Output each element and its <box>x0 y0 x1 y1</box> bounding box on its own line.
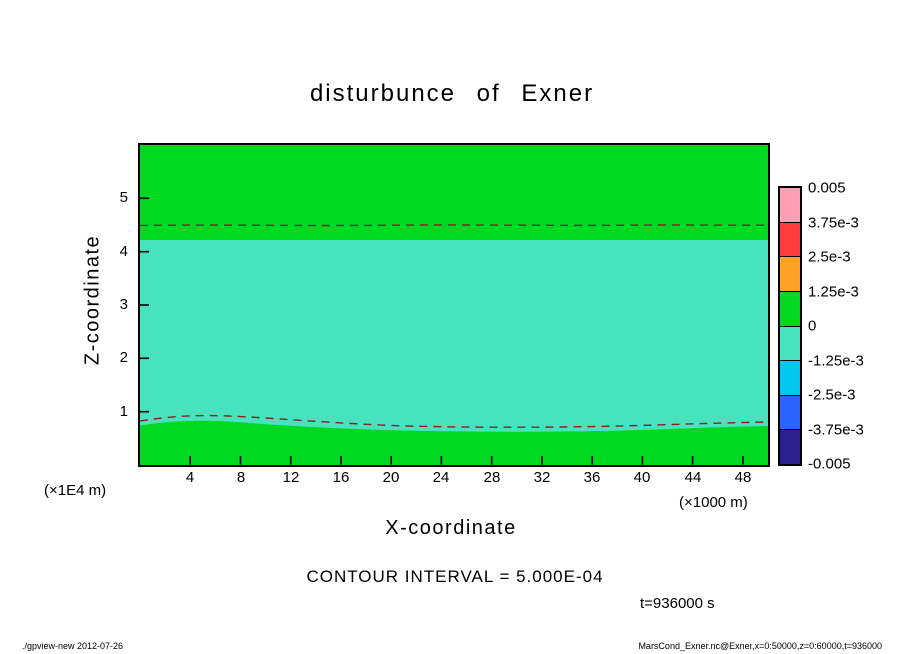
plot-title: disturbunce of Exner <box>309 80 595 107</box>
colorbar-segment <box>780 290 800 326</box>
y-tick-label: 5 <box>119 189 128 206</box>
footer-data-source: MarsCond_Exner.nc@Exner,x=0:50000,z=0:60… <box>638 641 882 651</box>
x-axis-ticks <box>189 456 744 465</box>
plot-area <box>138 143 770 467</box>
colorbar-label: -1.25e-3 <box>808 352 864 370</box>
colorbar-segment <box>780 325 800 361</box>
colorbar-label: -0.005 <box>808 455 851 473</box>
y-tick-label: 3 <box>119 296 128 313</box>
colorbar-label: 0 <box>808 317 817 335</box>
colorbar-segment <box>780 188 800 222</box>
x-tick-label: 40 <box>633 469 651 486</box>
x-tick-label: 32 <box>533 469 551 486</box>
colorbar-label: -3.75e-3 <box>808 421 864 439</box>
colorbar-label: 1.25e-3 <box>808 283 859 301</box>
x-tick-label: 36 <box>583 469 601 486</box>
x-tick-label: 24 <box>432 469 450 486</box>
y-axis-ticks <box>140 197 149 413</box>
contour-interval-note: CONTOUR INTERVAL = 5.000E-04 <box>306 567 604 586</box>
colorbar-label: 3.75e-3 <box>808 214 859 232</box>
y-tick-label: 2 <box>119 349 128 366</box>
colorbar-segment <box>780 429 800 464</box>
colorbar-segment <box>780 394 800 430</box>
x-tick-label: 16 <box>332 469 350 486</box>
colorbar-label: 2.5e-3 <box>808 248 851 266</box>
dashed-contour-upper <box>140 224 768 227</box>
contour-plot <box>140 145 768 465</box>
y-axis-label: Z-coordinate <box>81 234 104 366</box>
y-axis-unit: (×1E4 m) <box>44 482 107 499</box>
x-axis-unit: (×1000 m) <box>679 494 748 511</box>
y-tick-label: 1 <box>119 403 128 420</box>
x-tick-label: 20 <box>382 469 400 486</box>
colorbar-segment <box>780 360 800 395</box>
x-tick-label: 12 <box>282 469 300 486</box>
negative-field-band <box>140 240 768 432</box>
colorbar-label: 0.005 <box>808 179 846 197</box>
x-axis-label: X-coordinate <box>385 517 517 539</box>
x-tick-label: 48 <box>734 469 752 486</box>
colorbar-label: -2.5e-3 <box>808 386 856 404</box>
colorbar-segment <box>780 221 800 257</box>
colorbar-segment <box>780 256 800 291</box>
time-annotation: t=936000 s <box>640 595 715 612</box>
x-tick-label: 4 <box>185 469 195 486</box>
x-tick-label: 8 <box>236 469 246 486</box>
footer-tool-date: ./gpview-new 2012-07-26 <box>22 641 124 651</box>
colorbar <box>778 186 802 466</box>
y-tick-label: 4 <box>119 243 128 260</box>
x-tick-label: 28 <box>483 469 501 486</box>
x-tick-label: 44 <box>684 469 702 486</box>
dashed-contour-lower <box>140 414 768 428</box>
